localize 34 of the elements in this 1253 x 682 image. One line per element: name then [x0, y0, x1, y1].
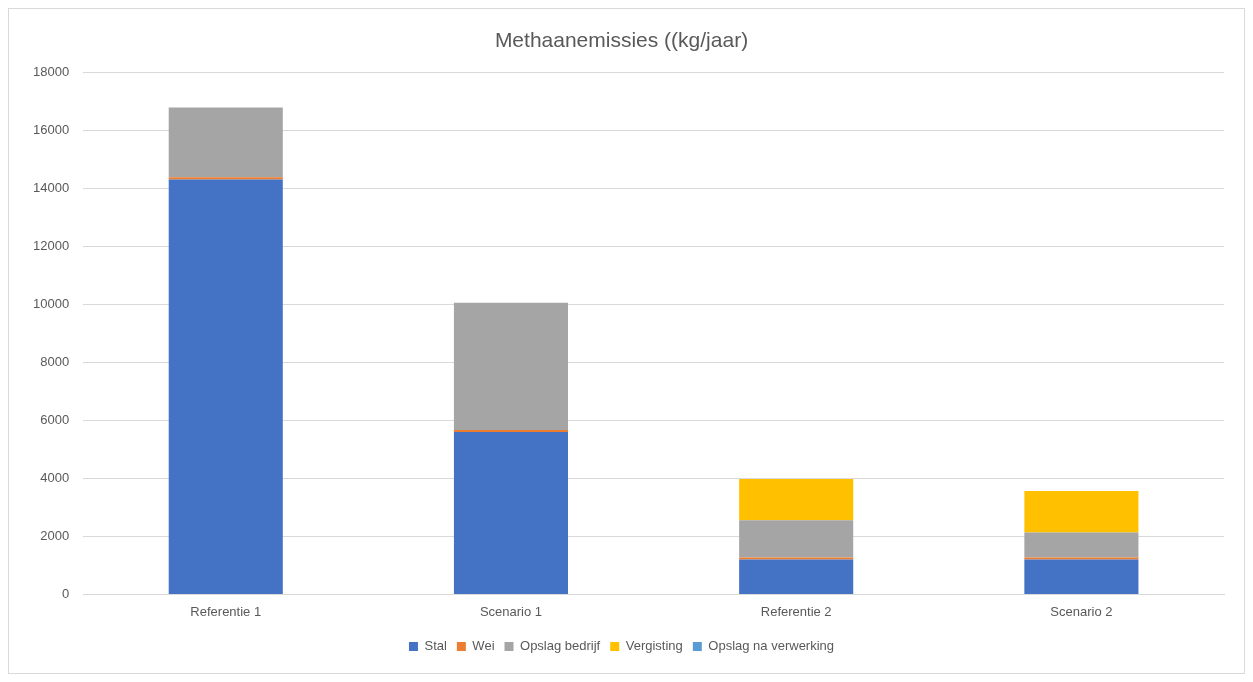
- bar: [168, 177, 283, 180]
- legend-label: Opslag na verwerking: [708, 638, 835, 654]
- bar: [1024, 559, 1139, 594]
- bar: [168, 179, 283, 594]
- bar: [739, 557, 854, 560]
- bar: [1024, 491, 1139, 533]
- y-tick-label: 12000: [32, 237, 70, 253]
- bar: [453, 302, 569, 430]
- y-tick-label: 14000: [32, 179, 70, 195]
- y-tick-label: 18000: [32, 63, 70, 79]
- bar: [739, 478, 854, 521]
- y-tick-label: 6000: [40, 411, 70, 427]
- bar: [168, 107, 283, 178]
- legend-label: Vergisting: [625, 638, 683, 654]
- chart-title: Methaanemissies ((kg/jaar): [494, 28, 749, 52]
- x-tick-label: Scenario 2: [1050, 603, 1113, 619]
- legend-label: Opslag bedrijf: [520, 638, 601, 654]
- bar: [453, 429, 569, 432]
- y-tick-label: 4000: [40, 469, 70, 485]
- y-tick-label: 8000: [40, 353, 70, 369]
- x-tick-label: Scenario 1: [479, 603, 543, 619]
- bar: [1024, 532, 1139, 558]
- y-tick-label: 10000: [32, 295, 70, 311]
- bar: [739, 520, 854, 558]
- legend-label: Wei: [472, 638, 495, 654]
- x-tick-label: Referentie 2: [760, 603, 832, 619]
- bar: [453, 431, 569, 594]
- bar: [739, 559, 854, 594]
- x-tick-label: Referentie 1: [190, 603, 262, 619]
- bar: [1024, 557, 1139, 560]
- y-tick-label: 16000: [32, 121, 70, 137]
- legend-label: Stal: [424, 638, 447, 654]
- y-tick-label: 0: [61, 585, 70, 601]
- y-tick-label: 2000: [40, 527, 70, 543]
